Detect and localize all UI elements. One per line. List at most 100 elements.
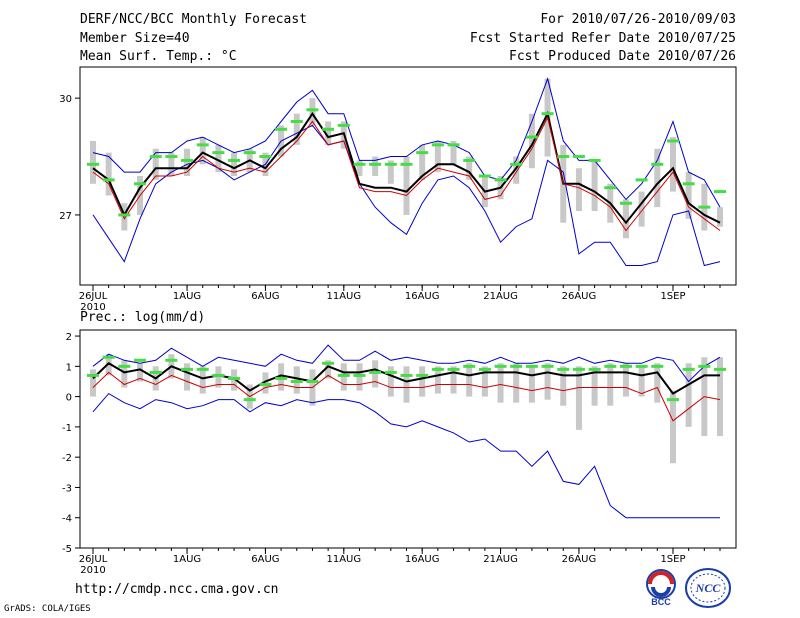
spread-bar (293, 366, 300, 394)
spread-bar (403, 366, 410, 403)
spread-bar (215, 144, 222, 173)
spread-bar (199, 366, 206, 394)
series-median (92, 116, 721, 232)
spread-bar (121, 360, 128, 388)
x-tick-label: 1AUG (173, 291, 201, 302)
spread-bar (105, 354, 112, 376)
series-mean (92, 362, 720, 395)
precip-panel-title: Prec.: log(mm/d) (80, 310, 206, 325)
panel-0: 27 30 26JUL 1AUG 6AUG 11AUG 16AUG 21AUG 26AUG 1SE… (59, 66, 737, 313)
x-tick-label: 21AUG (483, 291, 518, 302)
spread-bar (638, 366, 645, 397)
spread-bar (466, 156, 473, 180)
spread-bar (544, 363, 551, 400)
spread-bar (622, 363, 629, 397)
member-size-label: Member Size=40 (80, 31, 190, 46)
bcc-logo: BCC (646, 569, 676, 607)
spread-bar (325, 360, 332, 379)
y-tick-label: -2 (62, 453, 72, 464)
spread-bar (654, 148, 661, 208)
x-tick-label: 16AUG (405, 554, 440, 565)
panel-1: -5 -4 -3 -2 -1 0 1 2 26JUL 1AUG 6AUG 11AUG 16AUG 21AU… (62, 329, 737, 576)
x-tick-label: 6AUG (251, 554, 279, 565)
spread-bar (450, 366, 457, 394)
spread-bar (90, 369, 96, 397)
ncc-logo-label: NCC (695, 581, 722, 595)
fcst-produced-label: Fcst Produced Date 2010/07/26 (509, 49, 736, 64)
spread-bar (137, 363, 144, 382)
fcst-started-label: Fcst Started Refer Date 2010/07/25 (469, 31, 736, 46)
x-tick-label: 11AUG (326, 291, 361, 302)
temp-panel-title: Mean Surf. Temp.: °C (80, 49, 237, 64)
spread-bar (199, 137, 206, 165)
spread-bar (121, 203, 128, 231)
spread-bar (419, 366, 426, 397)
series-median (92, 371, 721, 422)
chart-title: DERF/NCC/BCC Monthly Forecast (80, 12, 307, 27)
spread-bar (622, 199, 629, 239)
spread-bar (669, 137, 676, 192)
y-tick-label: 1 (66, 362, 72, 373)
spread-bar (528, 366, 535, 403)
spread-bar (591, 160, 598, 212)
y-tick-label: 30 (59, 94, 72, 105)
spread-bar (356, 363, 363, 391)
spread-bar (434, 140, 441, 173)
spread-bar (717, 357, 723, 436)
x-year-label: 2010 (80, 565, 105, 576)
spread-bar (528, 113, 535, 169)
spread-bar (513, 156, 520, 184)
spread-bar (184, 148, 191, 176)
spread-bar (231, 152, 238, 176)
spread-bar (387, 160, 394, 184)
forecast-range-label: For 2010/07/26-2010/09/03 (540, 12, 736, 27)
spread-bar (168, 152, 175, 176)
spread-bar (387, 366, 394, 397)
y-tick-label: -3 (62, 483, 72, 494)
y-tick-label: 2 (66, 332, 72, 343)
series-max (92, 344, 721, 383)
spread-bar (262, 372, 269, 394)
plot-frame (79, 66, 737, 286)
source-url[interactable]: http://cmdp.ncc.cma.gov.cn (75, 582, 279, 597)
spread-bar (356, 160, 363, 176)
spread-bar (278, 363, 285, 391)
x-tick-label: 1SEP (660, 554, 685, 565)
spread-bar (717, 207, 723, 227)
spread-bar (105, 152, 112, 196)
x-tick-label: 21AUG (483, 554, 518, 565)
x-tick-label: 26JUL (79, 291, 108, 302)
spread-bar (591, 366, 598, 406)
spread-bar (685, 363, 692, 427)
plot-frame (79, 329, 737, 549)
spread-bar (215, 366, 222, 388)
series-min (92, 392, 720, 519)
spread-bar (434, 366, 441, 394)
bcc-logo-label: BCC (651, 597, 671, 607)
spread-bar (90, 140, 96, 184)
x-tick-label: 1AUG (173, 554, 201, 565)
y-tick-label: 0 (66, 393, 72, 404)
x-tick-label: 11AUG (326, 554, 361, 565)
x-tick-label: 26AUG (562, 291, 597, 302)
ncc-logo: NCC (685, 568, 731, 608)
x-tick-label: 26AUG (562, 554, 597, 565)
x-tick-label: 26JUL (79, 554, 108, 565)
x-tick-label: 1SEP (660, 291, 685, 302)
y-tick-label: -1 (62, 423, 72, 434)
spread-bar (372, 156, 379, 176)
spread-bar (340, 363, 347, 391)
spread-bar (481, 366, 488, 397)
grads-credit: GrADS: COLA/IGES (4, 604, 91, 614)
spread-bar (450, 140, 457, 165)
spread-bar (497, 363, 504, 403)
spread-bar (466, 363, 473, 397)
spread-bar (152, 148, 159, 180)
spread-bar (607, 363, 614, 406)
spread-bar (403, 156, 410, 215)
spread-bar (372, 360, 379, 388)
spread-bar (560, 366, 567, 406)
y-tick-label: -5 (62, 544, 72, 555)
spread-bar (419, 144, 426, 180)
